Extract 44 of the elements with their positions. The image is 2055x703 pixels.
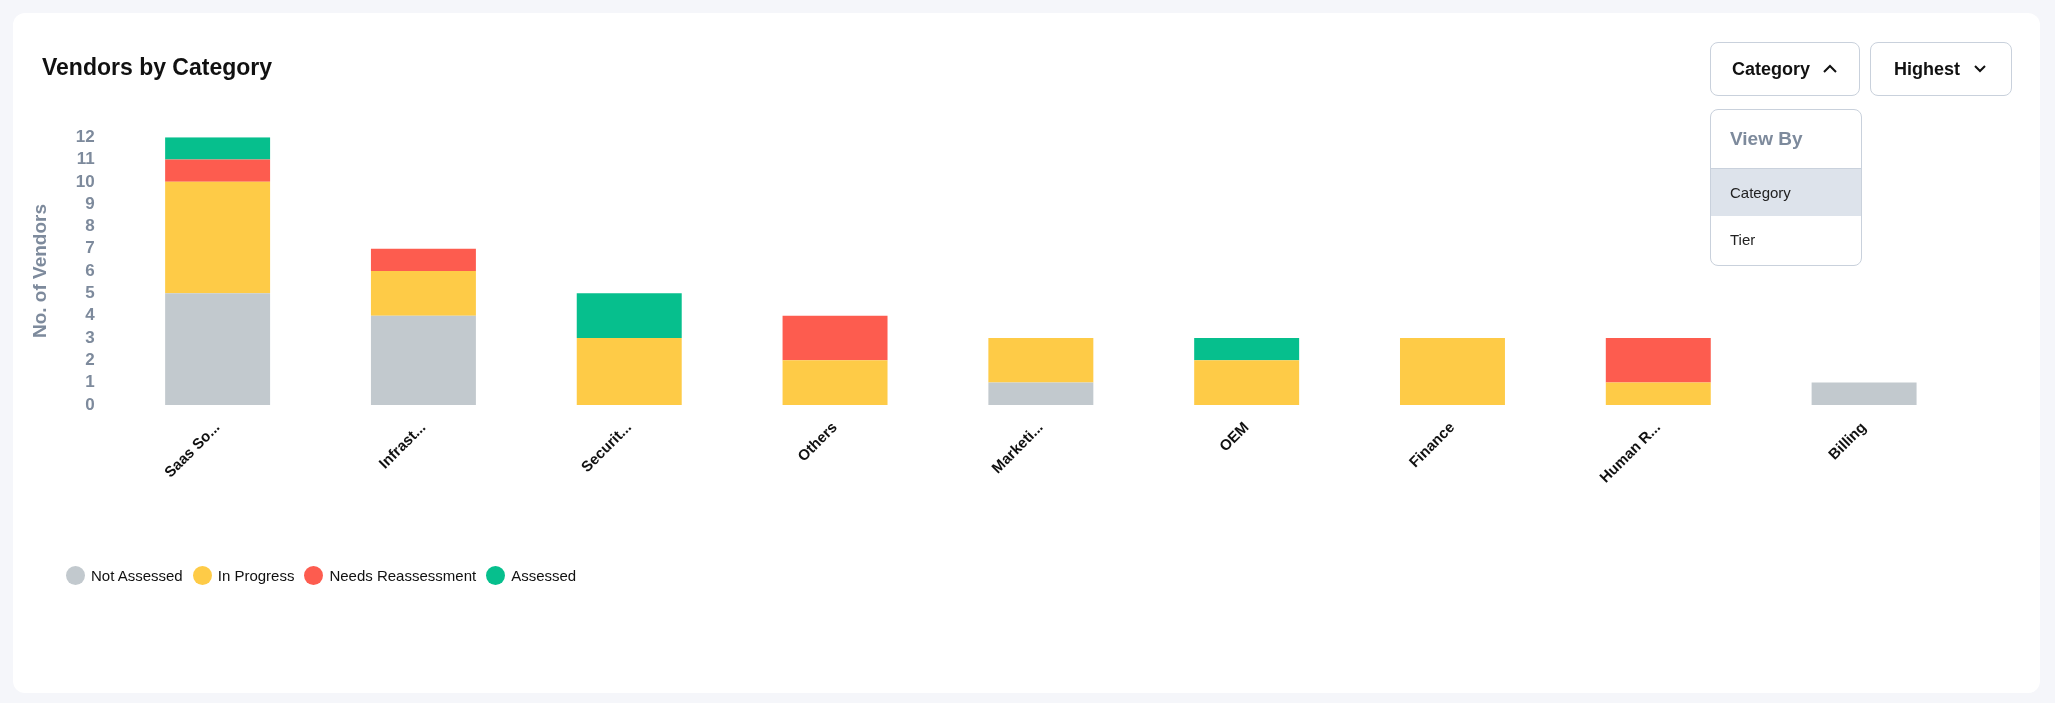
bar: [165, 159, 271, 182]
bar: [782, 360, 888, 405]
bar: [370, 248, 476, 272]
y-tick-label: 11: [76, 149, 95, 169]
bar: [1811, 382, 1917, 405]
y-tick-label: 12: [75, 126, 95, 146]
text: Category: [1731, 58, 1811, 80]
y-axis-title: No. of Vendors: [28, 204, 50, 339]
bar: [782, 315, 888, 361]
y-tick-label: 6: [85, 260, 95, 280]
y-tick-label: 9: [85, 193, 95, 213]
bar: [165, 293, 271, 405]
y-tick-label: 1: [85, 372, 95, 392]
y-tick-label: 5: [85, 283, 95, 303]
bar: [1194, 360, 1300, 405]
legend-label: Needs Reassessment: [329, 567, 477, 584]
legend-label: Not Assessed: [91, 567, 183, 584]
bar: [576, 337, 682, 405]
bar: [988, 337, 1094, 383]
y-tick-label: 10: [75, 171, 95, 191]
bar: [165, 181, 271, 294]
bar: [1194, 337, 1300, 361]
dropdown-menu: View By Category Tier: [1710, 109, 1862, 266]
chart-title: Vendors by Category: [42, 54, 273, 81]
y-tick-label: 7: [85, 238, 95, 258]
text: Highest: [1893, 58, 1960, 80]
bar: [1605, 337, 1711, 383]
selected-option: Category: [1711, 169, 1861, 216]
y-tick-label: 2: [85, 349, 95, 369]
bar: [165, 137, 271, 160]
bar: [370, 315, 476, 405]
y-tick-label: 8: [85, 216, 95, 236]
y-tick-label: 4: [85, 305, 96, 325]
annotation: View By: [1711, 110, 1861, 169]
annotation: Tier: [1729, 230, 1757, 250]
bar: [1399, 337, 1505, 405]
legend-label: In Progress: [217, 567, 295, 584]
legend-label: Assessed: [511, 567, 577, 584]
bar: [1605, 382, 1711, 405]
bar: [988, 382, 1094, 405]
y-tick-label: 0: [85, 394, 95, 414]
bar: [370, 271, 476, 316]
y-tick-label: 3: [85, 327, 95, 347]
bar: [576, 293, 682, 338]
